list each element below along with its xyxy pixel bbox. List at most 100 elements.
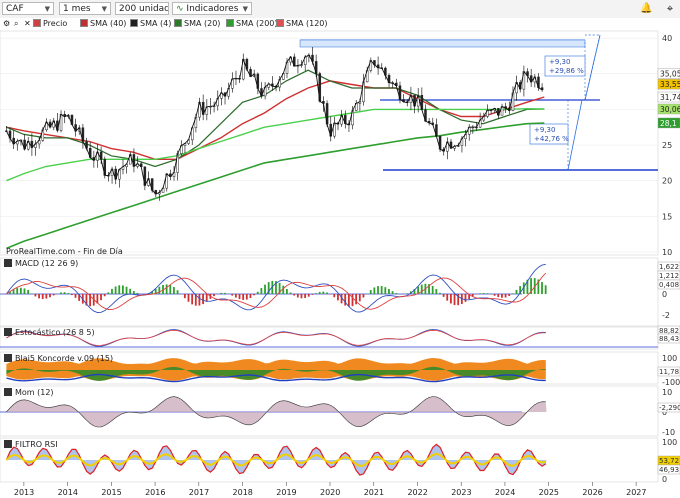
x-tick-label: 2025 bbox=[539, 488, 559, 497]
timeframe-selector[interactable]: 1 mes ▼ bbox=[59, 2, 111, 15]
x-tick-label: 2021 bbox=[364, 488, 384, 497]
macd-value: 1,622 bbox=[659, 263, 679, 271]
annotation-lower[interactable]: +9,30 +42,76 % bbox=[529, 123, 569, 145]
macd-hist-bar bbox=[267, 282, 270, 294]
macd-hist-bar bbox=[417, 286, 419, 294]
macd-hist-bar bbox=[256, 291, 259, 294]
macd-hist-bar bbox=[318, 291, 321, 294]
price-label-box bbox=[657, 78, 680, 90]
mom-title: Mom (12) bbox=[15, 388, 54, 397]
macd-hist-bar bbox=[541, 282, 543, 294]
legend-swatch bbox=[80, 19, 88, 27]
rsi-title: FILTRO RSI bbox=[15, 440, 58, 449]
bell-icon[interactable]: 🔔 bbox=[640, 3, 653, 14]
mom-value-box bbox=[657, 402, 680, 413]
price-label: 30,06 bbox=[660, 105, 680, 114]
close-icon[interactable]: ✕ bbox=[24, 19, 31, 28]
legend-item-sma20[interactable]: SMA (20) bbox=[174, 19, 220, 29]
mom-panel: Mom (12) bbox=[0, 385, 659, 437]
mom-area bbox=[6, 396, 547, 427]
macd-hist-bar bbox=[493, 294, 496, 296]
macd-hist-bar bbox=[468, 294, 471, 300]
crosshair-icon[interactable]: ⌖ bbox=[666, 2, 674, 15]
y-tick-label: 40 bbox=[662, 34, 672, 43]
macd-hist-bar bbox=[377, 286, 379, 294]
macd-hist-bar bbox=[176, 290, 179, 294]
blai5-green-area bbox=[6, 366, 547, 381]
mom-line bbox=[6, 396, 546, 428]
blai5-title: Blai5 Koncorde v.09 (15) bbox=[15, 354, 113, 363]
macd-hist-bar bbox=[351, 294, 354, 307]
source-label: ProRealTime.com - Fin de Día bbox=[6, 247, 123, 256]
macd-hist-bar bbox=[114, 286, 117, 294]
macd-hist-bar bbox=[264, 284, 266, 294]
price-label-box bbox=[657, 68, 680, 79]
resistance-zone[interactable] bbox=[299, 39, 586, 48]
macd-hist-bar bbox=[220, 292, 223, 294]
chevron-down-icon: ▼ bbox=[44, 5, 50, 13]
indicators-button[interactable]: ∿ Indicadores ▼ bbox=[172, 2, 252, 15]
macd-hist-bar bbox=[482, 293, 485, 294]
macd-hist-bar bbox=[78, 294, 81, 301]
candles bbox=[5, 47, 544, 201]
legend-item-sma4[interactable]: SMA (4) bbox=[130, 19, 171, 29]
macd-hist-bar bbox=[85, 294, 88, 306]
macd-value: 1,212 bbox=[659, 272, 679, 280]
x-tick-label: 2023 bbox=[451, 488, 471, 497]
legend-swatch bbox=[33, 19, 41, 27]
macd-color-swatch bbox=[4, 259, 12, 267]
macd-hist-bar bbox=[384, 287, 387, 294]
macd-hist-bar bbox=[70, 294, 73, 296]
annotation-upper-line2: +29,86 % bbox=[549, 67, 584, 75]
price-label: 28,1 bbox=[660, 119, 677, 128]
legend-swatch bbox=[276, 19, 284, 27]
macd-hist-bar bbox=[245, 294, 248, 300]
macd-hist-bar bbox=[100, 294, 102, 301]
macd-hist-bar bbox=[537, 279, 540, 294]
macd-hist-bar bbox=[337, 294, 339, 301]
units-selector[interactable]: 200 unidades▼ bbox=[115, 2, 169, 15]
x-tick-label: 2018 bbox=[233, 488, 253, 497]
macd-hist-bar bbox=[311, 294, 314, 295]
mom-tick-label: -10 bbox=[662, 428, 675, 437]
price-label: 31,74 bbox=[660, 93, 680, 102]
blai5-tick-label: 100 bbox=[662, 354, 677, 363]
annotation-upper[interactable]: +9,30 +29,86 % bbox=[544, 55, 586, 77]
price-labels: 35,05 33,55 31,74 30,06 28,1 bbox=[657, 68, 680, 129]
mom-tick-label: 0 bbox=[662, 408, 667, 417]
macd-hist-bar bbox=[107, 292, 110, 294]
macd-hist-bar bbox=[278, 282, 281, 294]
annotation-upper-line1: +9,30 bbox=[549, 58, 570, 66]
legend-swatch bbox=[130, 19, 138, 27]
search-icon[interactable]: ⌕ bbox=[14, 19, 19, 28]
x-tick-label: 2026 bbox=[582, 488, 602, 497]
blai5-blue-line bbox=[6, 373, 546, 383]
projection-upper[interactable] bbox=[584, 34, 601, 101]
series-line-1 bbox=[6, 80, 545, 161]
legend-item-sma200[interactable]: SMA (200) bbox=[226, 19, 278, 29]
stoch-value: 88,43 bbox=[659, 335, 679, 343]
macd-hist-bar bbox=[121, 285, 124, 294]
stoch-color-swatch bbox=[4, 328, 12, 336]
timeframe-label: 1 mes bbox=[63, 4, 91, 14]
macd-hist-bar bbox=[369, 290, 372, 294]
x-tick-label: 2020 bbox=[320, 488, 340, 497]
settings-icon[interactable]: ⚙ bbox=[3, 19, 11, 28]
macd-hist-bar bbox=[205, 294, 208, 302]
macd-hist-bar bbox=[12, 289, 15, 294]
price-label-box bbox=[657, 103, 680, 115]
ticker-selector[interactable]: CAF ▼ bbox=[2, 2, 54, 15]
macd-hist-bar bbox=[315, 293, 317, 294]
macd-hist-bar bbox=[358, 294, 361, 302]
macd-hist-bar bbox=[213, 294, 215, 297]
annotation-lower-line1: +9,30 bbox=[534, 126, 555, 134]
legend-item-sma120[interactable]: SMA (120) bbox=[276, 19, 328, 29]
indicators-label: Indicadores bbox=[186, 4, 239, 14]
macd-title: MACD (12 26 9) bbox=[15, 259, 78, 268]
legend-item-sma40[interactable]: SMA (40) bbox=[80, 19, 126, 29]
legend-item-price[interactable]: Precio bbox=[33, 19, 67, 29]
stoch-d-line bbox=[6, 329, 546, 346]
macd-hist-bar bbox=[289, 292, 292, 294]
legend-label: SMA (120) bbox=[286, 19, 328, 28]
macd-hist-bar bbox=[519, 286, 522, 294]
